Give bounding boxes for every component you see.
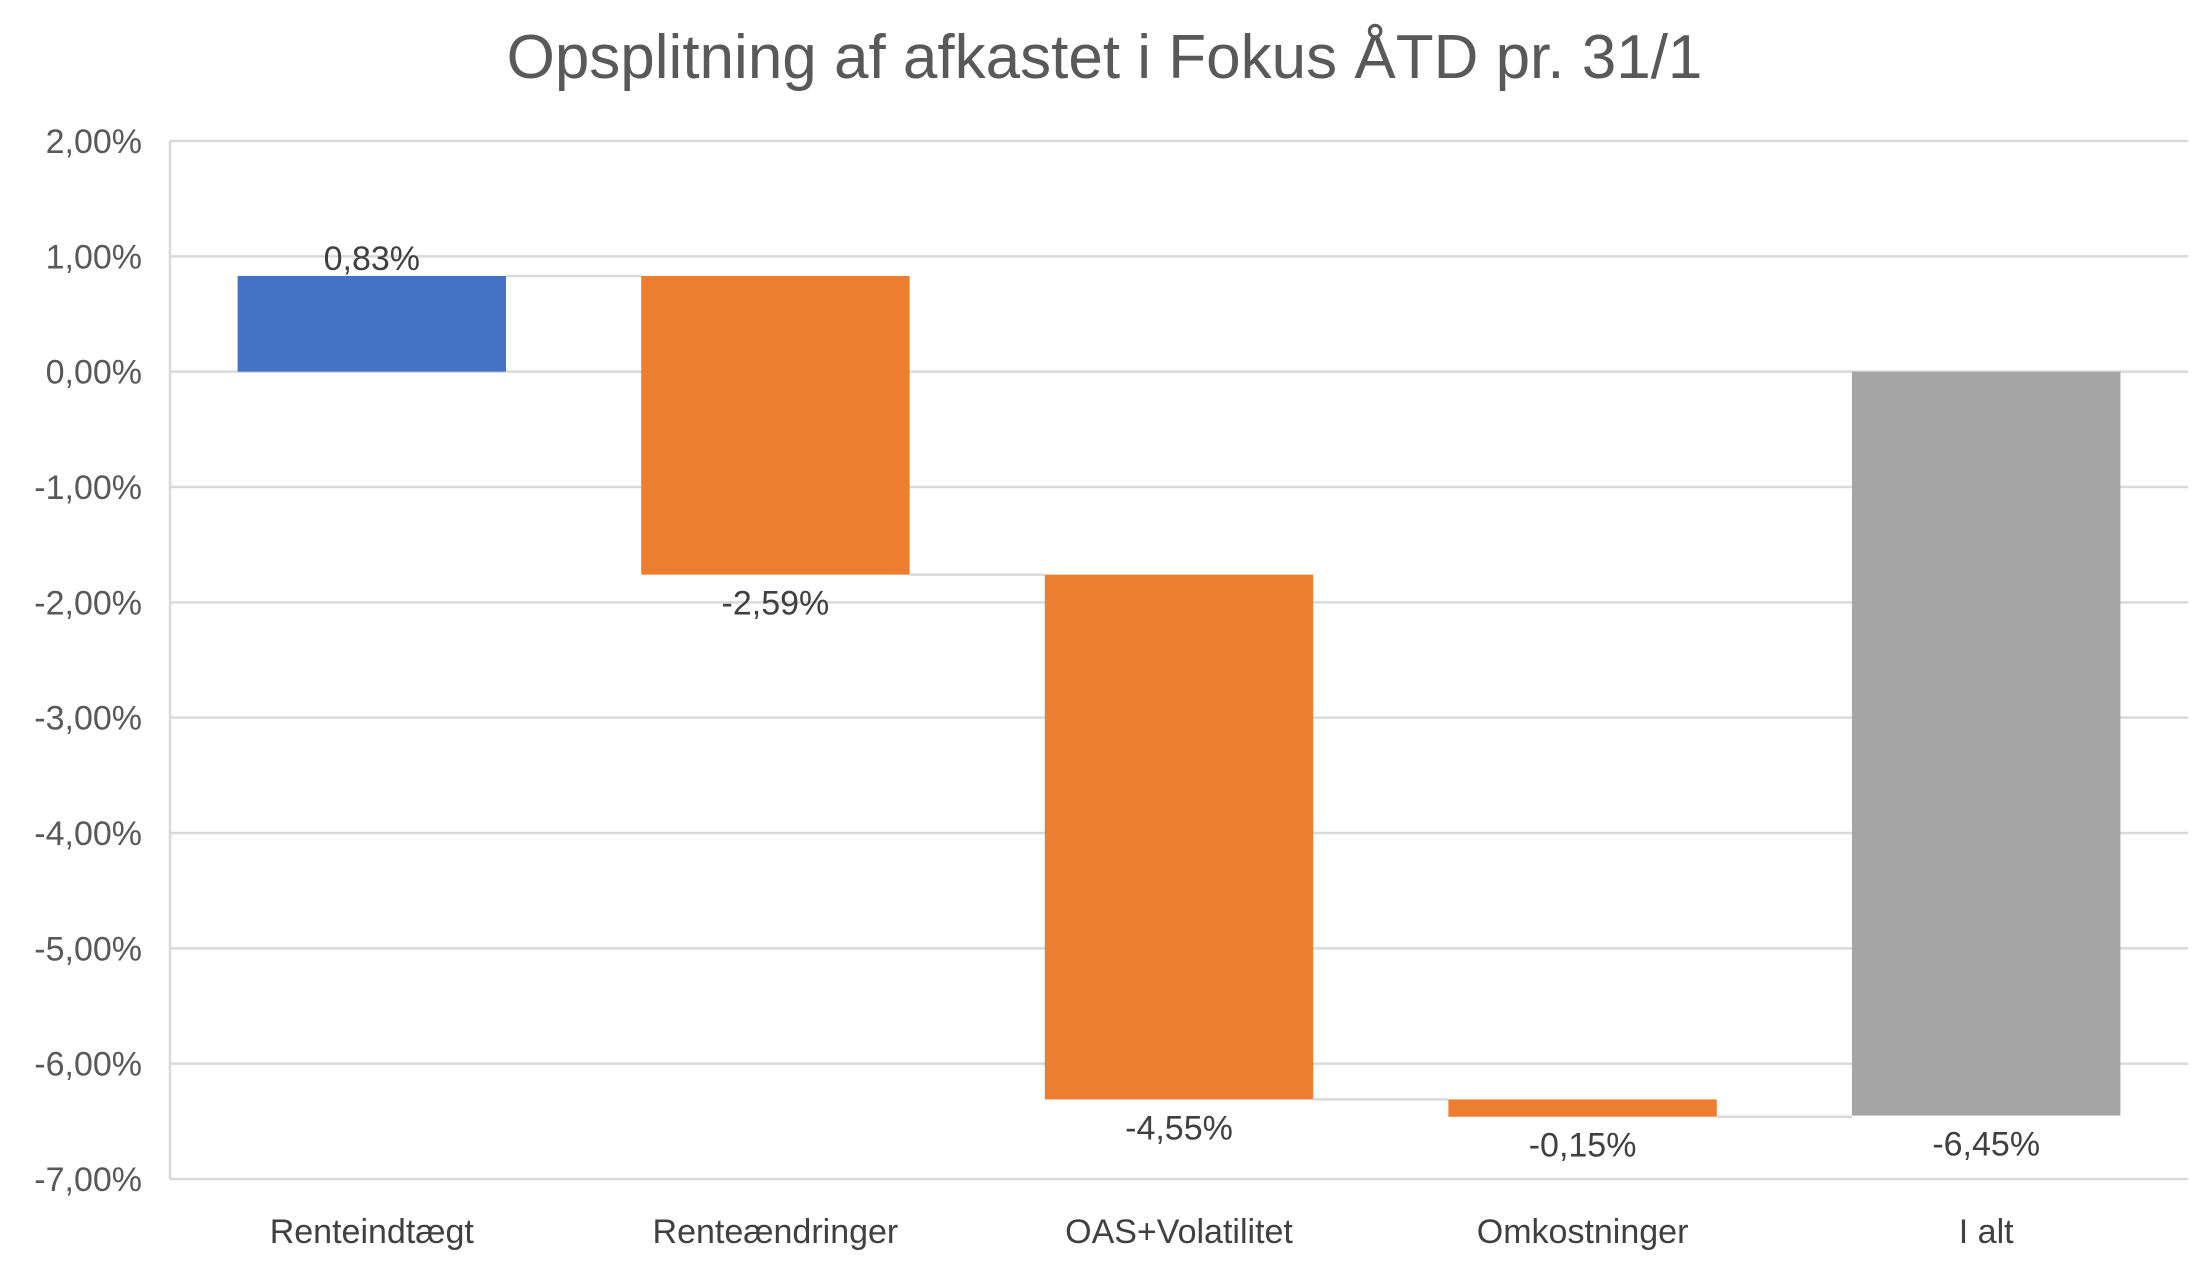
category-label: OAS+Volatilitet xyxy=(1065,1213,1293,1251)
y-axis: 2,00% 1,00% 0,00% -1,00% -2,00% -3,00% -4,00% -… xyxy=(34,123,172,1199)
category-label: Renteændringer xyxy=(653,1213,899,1251)
bar-i-alt xyxy=(1852,371,2121,1116)
y-tick-label: -1,00% xyxy=(34,469,142,507)
category-label: Omkostninger xyxy=(1477,1213,1689,1251)
data-label: -4,55% xyxy=(1125,1109,1233,1147)
y-tick-label: 0,00% xyxy=(46,354,142,392)
category-label: Renteindtægt xyxy=(270,1213,475,1251)
data-label: 0,83% xyxy=(324,240,420,278)
y-tick-label: -4,00% xyxy=(34,815,142,853)
x-axis: Renteindtægt Renteændringer OAS+Volatilite… xyxy=(270,1213,2014,1251)
bar-oas-volatilitet xyxy=(1044,574,1314,1100)
bar-omkostninger xyxy=(1448,1099,1717,1117)
data-labels: 0,83% -2,59% -4,55% -0,15% -6,45% xyxy=(324,240,2040,1165)
y-tick-label: -3,00% xyxy=(34,700,142,738)
y-tick-label: -7,00% xyxy=(34,1161,142,1199)
connectors xyxy=(505,274,1853,1118)
bars xyxy=(237,275,2121,1117)
y-tick-label: -5,00% xyxy=(34,930,142,968)
chart-title: Opsplitning af afkastet i Fokus ÅTD pr. … xyxy=(506,23,1703,92)
category-label: I alt xyxy=(1959,1213,2014,1251)
data-label: -2,59% xyxy=(722,585,830,623)
y-tick-label: -2,00% xyxy=(34,584,142,622)
bar-renteændringer xyxy=(641,275,910,575)
y-tick-label: -6,00% xyxy=(34,1046,142,1084)
data-label: -6,45% xyxy=(1932,1126,2040,1164)
data-label: -0,15% xyxy=(1529,1127,1637,1165)
y-tick-label: 1,00% xyxy=(46,238,142,276)
y-tick-label: 2,00% xyxy=(46,123,142,161)
bar-renteindtægt xyxy=(237,275,506,372)
